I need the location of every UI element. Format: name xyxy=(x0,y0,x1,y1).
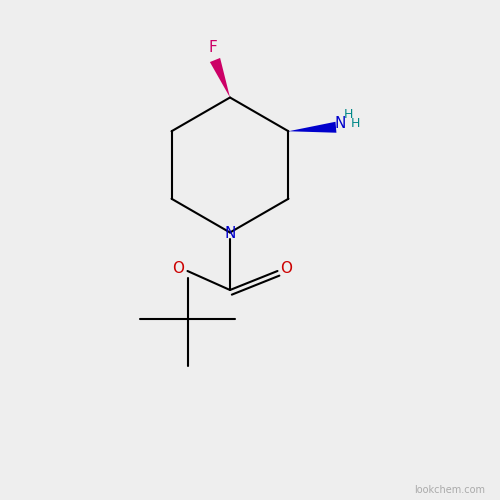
Text: F: F xyxy=(208,40,217,55)
Text: O: O xyxy=(280,261,292,276)
Polygon shape xyxy=(288,122,337,132)
Text: O: O xyxy=(172,261,184,276)
Text: lookchem.com: lookchem.com xyxy=(414,485,485,495)
Text: H: H xyxy=(350,117,360,130)
Text: N: N xyxy=(224,226,235,242)
Text: N: N xyxy=(334,116,345,131)
Text: H: H xyxy=(344,108,353,121)
Polygon shape xyxy=(210,58,230,98)
